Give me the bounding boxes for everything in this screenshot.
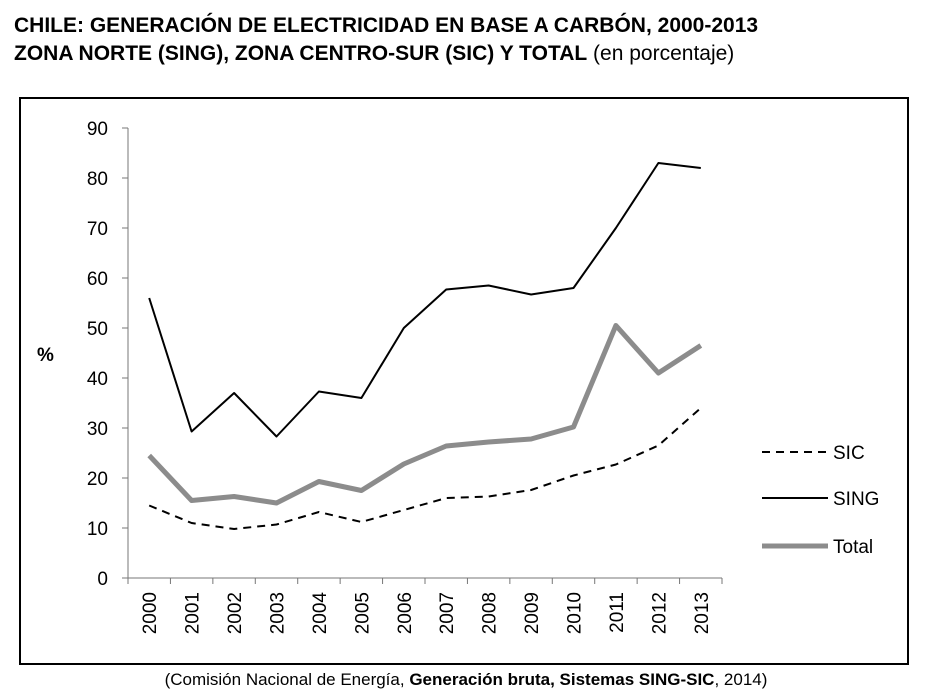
x-tick-label: 2007 [437,592,458,634]
y-tick-label: 80 [87,169,108,190]
x-tick-label: 2005 [352,592,373,634]
y-tick-label: 0 [97,569,108,590]
x-tick-label: 2000 [140,592,161,634]
y-tick-label: 90 [87,119,108,140]
x-tick-label: 2006 [395,592,416,634]
x-tick-label: 2001 [183,592,204,634]
legend-label-total: Total [833,537,873,558]
series-line-total [147,323,703,506]
series-line-sic [148,407,702,530]
title-line-2-unit: (en porcentaje) [587,42,735,65]
y-tick-label: 70 [87,219,108,240]
y-tick-label: 30 [87,419,108,440]
x-tick-label: 2012 [649,592,670,634]
source-prefix: (Comisión Nacional de Energía, [164,670,410,689]
source-suffix: , 2014) [714,670,768,689]
y-tick-label: 10 [87,519,108,540]
x-tick-label: 2013 [692,592,713,634]
chart-title: CHILE: GENERACIÓN DE ELECTRICIDAD EN BAS… [14,12,919,68]
legend-label-sic: SIC [833,443,865,464]
y-tick-label: 60 [87,269,108,290]
title-line-2: ZONA NORTE (SING), ZONA CENTRO-SUR (SIC)… [14,40,919,68]
chart-frame [19,97,909,665]
y-tick-label: 40 [87,369,108,390]
source-title: Generación bruta, Sistemas SING-SIC [409,670,715,689]
x-tick-label: 2008 [480,592,501,634]
series-line-sing [148,162,701,438]
x-tick-label: 2003 [268,592,289,634]
legend-label-sing: SING [833,489,879,510]
y-tick-label: 20 [87,469,108,490]
x-tick-label: 2002 [225,592,246,634]
x-tick-label: 2010 [565,592,586,634]
x-tick-label: 2009 [522,592,543,634]
y-axis-label: % [37,345,54,366]
title-line-2-bold: ZONA NORTE (SING), ZONA CENTRO-SUR (SIC)… [14,42,588,65]
x-tick-label: 2004 [310,592,331,635]
source-note: (Comisión Nacional de Energía, Generació… [0,669,932,691]
x-tick-label: 2011 [607,592,628,633]
title-line-1: CHILE: GENERACIÓN DE ELECTRICIDAD EN BAS… [14,14,759,37]
y-tick-label: 50 [87,319,108,340]
